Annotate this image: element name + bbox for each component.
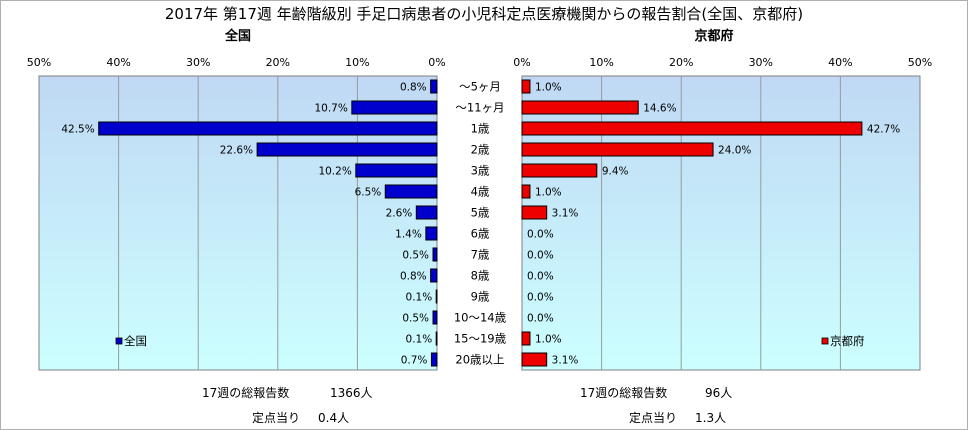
national-value-label: 0.8% — [400, 82, 427, 94]
kyoto-x-tick-label: 10% — [589, 56, 613, 69]
national-bar — [430, 268, 438, 283]
age-category-label: ～11ヶ月 — [455, 101, 504, 115]
kyoto-x-tick-label: 40% — [828, 56, 852, 69]
kyoto-bar — [521, 163, 598, 178]
national-x-tick-label: 30% — [186, 56, 210, 69]
age-category-label: 8歳 — [471, 269, 490, 283]
age-category-label: 7歳 — [471, 248, 490, 262]
national-value-label: 0.8% — [400, 271, 427, 283]
national-value-label: 10.7% — [314, 103, 347, 115]
age-category-label: ～5ヶ月 — [459, 80, 501, 94]
kyoto-value-label: 1.0% — [535, 334, 562, 346]
kyoto-x-tick-label: 30% — [749, 56, 773, 69]
national-value-label: 42.5% — [61, 124, 94, 136]
national-panel-title: 全国 — [224, 29, 251, 44]
kyoto-bar — [521, 79, 531, 94]
kyoto-value-label: 0.0% — [527, 250, 554, 262]
age-category-label: 4歳 — [471, 185, 490, 199]
kyoto-bar — [521, 100, 639, 115]
national-per-sentinel-value: 0.4人 — [318, 411, 350, 425]
national-bar — [435, 331, 438, 346]
national-x-tick-label: 20% — [266, 56, 290, 69]
national-per-sentinel-label: 定点当り — [252, 411, 301, 425]
national-bar — [435, 289, 438, 304]
kyoto-x-tick-label: 20% — [669, 56, 693, 69]
kyoto-legend-label: 京都府 — [830, 334, 865, 348]
kyoto-x-tick-label: 0% — [513, 56, 530, 69]
national-value-label: 1.4% — [395, 229, 422, 241]
national-legend-swatch — [115, 337, 123, 345]
kyoto-value-label: 1.0% — [535, 82, 562, 94]
age-category-label: 1歳 — [471, 122, 490, 136]
kyoto-bar — [521, 205, 548, 220]
national-value-label: 0.7% — [401, 355, 428, 367]
kyoto-plot-area — [521, 75, 921, 371]
national-bar — [430, 352, 438, 367]
national-x-tick-label: 50% — [27, 56, 51, 69]
national-bar — [432, 310, 438, 325]
kyoto-total-value: 96人 — [705, 386, 733, 400]
national-bar — [432, 247, 438, 262]
age-category-label: 5歳 — [471, 206, 490, 220]
chart-title: 2017年 第17週 年齢階級別 手足口病患者の小児科定点医療機関からの報告割合… — [164, 5, 804, 23]
national-value-label: 0.5% — [402, 250, 429, 262]
national-bar — [384, 184, 438, 199]
kyoto-value-label: 0.0% — [527, 313, 554, 325]
kyoto-per-sentinel-label: 定点当り — [629, 411, 678, 425]
national-x-tick-label: 0% — [428, 56, 445, 69]
national-bar — [430, 79, 438, 94]
age-category-label: 15～19歳 — [454, 332, 507, 346]
kyoto-value-label: 3.1% — [552, 355, 579, 367]
age-category-label: 2歳 — [471, 143, 490, 157]
kyoto-bar — [521, 184, 531, 199]
kyoto-total-label: 17週の総報告数 — [580, 386, 668, 400]
national-bar — [98, 121, 438, 136]
kyoto-value-label: 14.6% — [643, 103, 676, 115]
kyoto-value-label: 42.7% — [867, 124, 900, 136]
kyoto-value-label: 0.0% — [527, 292, 554, 304]
age-category-label: 3歳 — [471, 164, 490, 178]
kyoto-legend-swatch — [821, 337, 829, 345]
age-category-label: 9歳 — [471, 290, 490, 304]
national-value-label: 6.5% — [355, 187, 382, 199]
national-value-label: 2.6% — [386, 208, 413, 220]
national-value-label: 10.2% — [318, 166, 351, 178]
national-total-value: 1366人 — [330, 386, 373, 400]
national-legend-label: 全国 — [124, 334, 147, 348]
kyoto-value-label: 0.0% — [527, 271, 554, 283]
national-value-label: 0.1% — [406, 334, 433, 346]
kyoto-panel-title: 京都府 — [694, 29, 734, 44]
national-bar — [425, 226, 438, 241]
national-total-label: 17週の総報告数 — [202, 386, 290, 400]
national-value-label: 0.1% — [406, 292, 433, 304]
kyoto-value-label: 9.4% — [602, 166, 629, 178]
national-bar — [256, 142, 438, 157]
kyoto-bar — [521, 121, 863, 136]
kyoto-x-tick-label: 50% — [908, 56, 932, 69]
kyoto-bar — [521, 331, 531, 346]
kyoto-value-label: 3.1% — [552, 208, 579, 220]
national-bar — [415, 205, 438, 220]
national-x-tick-label: 40% — [106, 56, 130, 69]
age-category-label: 6歳 — [471, 227, 490, 241]
kyoto-bar — [521, 352, 548, 367]
kyoto-value-label: 24.0% — [718, 145, 751, 157]
kyoto-value-label: 0.0% — [527, 229, 554, 241]
kyoto-per-sentinel-value: 1.3人 — [695, 411, 727, 425]
kyoto-bar — [521, 142, 714, 157]
national-bar — [355, 163, 438, 178]
national-value-label: 0.5% — [402, 313, 429, 325]
national-plot-area — [38, 75, 438, 371]
national-bar — [351, 100, 438, 115]
age-category-label: 10～14歳 — [454, 311, 507, 325]
national-x-tick-label: 10% — [345, 56, 369, 69]
kyoto-value-label: 1.0% — [535, 187, 562, 199]
age-category-label: 20歳以上 — [455, 353, 504, 367]
national-value-label: 22.6% — [220, 145, 253, 157]
